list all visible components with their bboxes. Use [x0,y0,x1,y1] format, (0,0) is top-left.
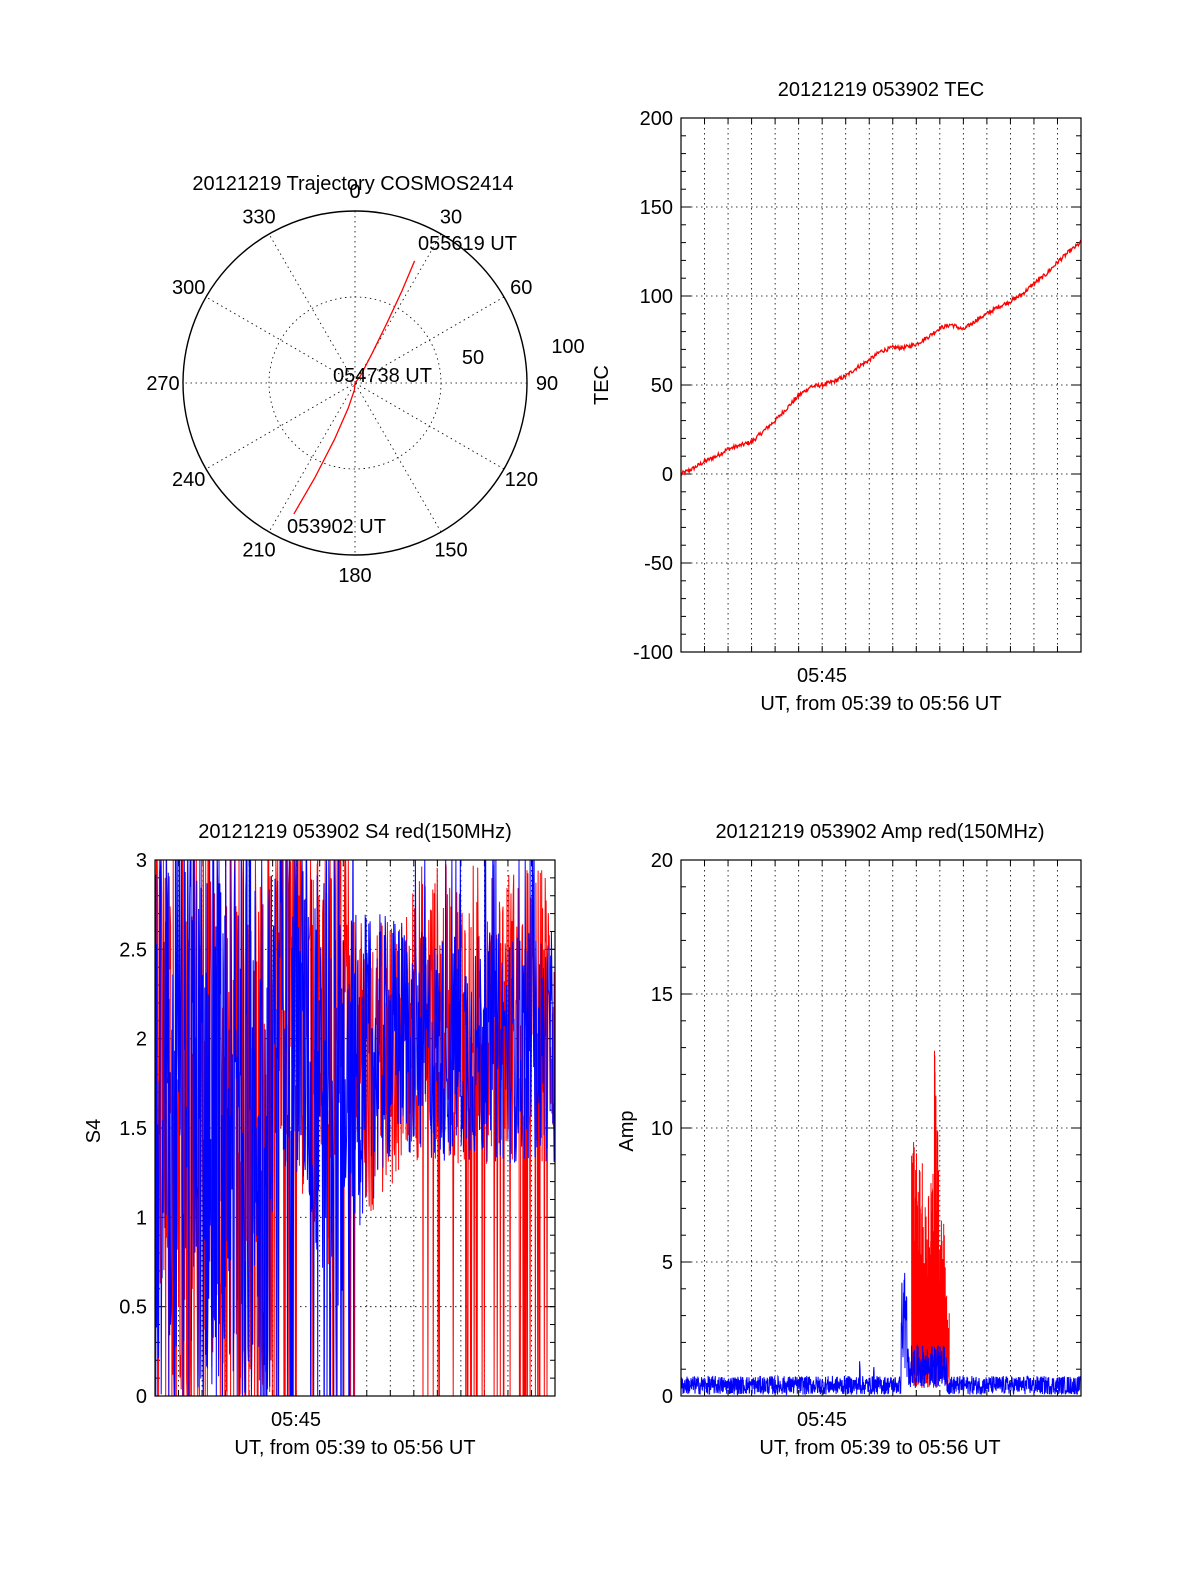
polar-angle-labels: 0 30 60 90 120 150 180 210 240 270 300 330 [146,181,558,587]
tec-panel: 20121219 053902 TEC -100-50050100150200 … [591,79,1082,715]
y-tick-label: 0.5 [119,1297,147,1319]
s4-blue-trace [154,859,556,1397]
amp-blue-series [680,1272,1082,1397]
y-tick-label: 3 [136,850,147,872]
y-tick-label: 20 [651,850,673,872]
amp-blue-trace [680,1272,1082,1397]
tec-y-tick-labels: -100 -50 0 50 100 150 200 [633,108,673,664]
tec-plot-frame [680,117,1082,653]
amp-y-tick-labels: 0 5 10 15 20 [651,850,673,1408]
amp-red-trace [911,1050,950,1388]
y-tick-label: -100 [633,642,673,664]
polar-angle-label: 300 [172,277,205,299]
y-tick-label: 2.5 [119,939,147,961]
tec-xlabel: UT, from 05:39 to 05:56 UT [760,693,1001,715]
y-tick-label: 50 [651,375,673,397]
tec-title: 20121219 053902 TEC [778,79,984,101]
y-tick-label: 5 [662,1252,673,1274]
tec-x-tick-label: 05:45 [797,665,847,687]
y-tick-label: 0 [662,464,673,486]
amp-title: 20121219 053902 Amp red(150MHz) [715,821,1044,843]
s4-blue-series [154,859,556,1397]
polar-angle-label: 210 [242,539,275,561]
amp-x-tick-label: 05:45 [797,1409,847,1431]
polar-angle-label: 120 [505,469,538,491]
y-tick-label: 0 [662,1386,673,1408]
polar-angle-label: 0 [349,181,360,203]
y-tick-label: 10 [651,1118,673,1140]
polar-angle-label: 270 [146,373,179,395]
y-tick-label: 15 [651,984,673,1006]
s4-y-tick-labels: 0 0.5 1 1.5 2 2.5 3 [119,850,147,1408]
y-tick-label: 200 [640,108,673,130]
tec-series-line [680,239,1082,477]
polar-grid [182,210,528,556]
amp-plot-frame [680,859,1082,1397]
polar-title: 20121219 Trajectory COSMOS2414 [192,173,513,195]
trajectory-start-label: 053902 UT [287,516,386,538]
y-tick-label: 100 [640,286,673,308]
polar-angle-label: 60 [510,277,532,299]
amp-panel: 20121219 053902 Amp red(150MHz) 0 5 10 15 20… [616,821,1082,1459]
polar-angle-label: 150 [434,539,467,561]
s4-plot-frame [154,859,556,1397]
polar-radius-label-50: 50 [462,347,484,369]
polar-angle-label: 90 [536,373,558,395]
y-tick-label: 1 [136,1207,147,1229]
trajectory-end-label: 055619 UT [418,233,517,255]
y-tick-label: -50 [644,553,673,575]
y-tick-label: 2 [136,1029,147,1051]
polar-panel: 20121219 Trajectory COSMOS2414 0 30 60 90 12… [146,173,584,587]
polar-angle-label: 30 [440,207,462,229]
amp-xlabel: UT, from 05:39 to 05:56 UT [759,1437,1000,1459]
s4-panel: 20121219 053902 S4 red(150MHz) 0 0.5 1 1.5 2… [83,821,556,1459]
tec-ylabel: TEC [591,365,613,405]
polar-angle-label: 180 [338,565,371,587]
amp-red-series [911,1050,950,1388]
y-tick-label: 1.5 [119,1118,147,1140]
polar-angle-label: 330 [242,207,275,229]
amp-grid [681,859,1081,1397]
polar-radius-label-100: 100 [551,336,584,358]
polar-angle-label: 240 [172,469,205,491]
amp-ylabel: Amp [616,1110,638,1151]
s4-ylabel: S4 [83,1119,105,1143]
y-tick-label: 150 [640,197,673,219]
tec-grid [681,117,1081,653]
s4-xlabel: UT, from 05:39 to 05:56 UT [234,1437,475,1459]
y-tick-label: 0 [136,1386,147,1408]
trajectory-mid-label: 054738 UT [333,365,432,387]
trajectory-line [293,260,416,515]
s4-title: 20121219 053902 S4 red(150MHz) [198,821,512,843]
s4-x-tick-label: 05:45 [271,1409,321,1431]
